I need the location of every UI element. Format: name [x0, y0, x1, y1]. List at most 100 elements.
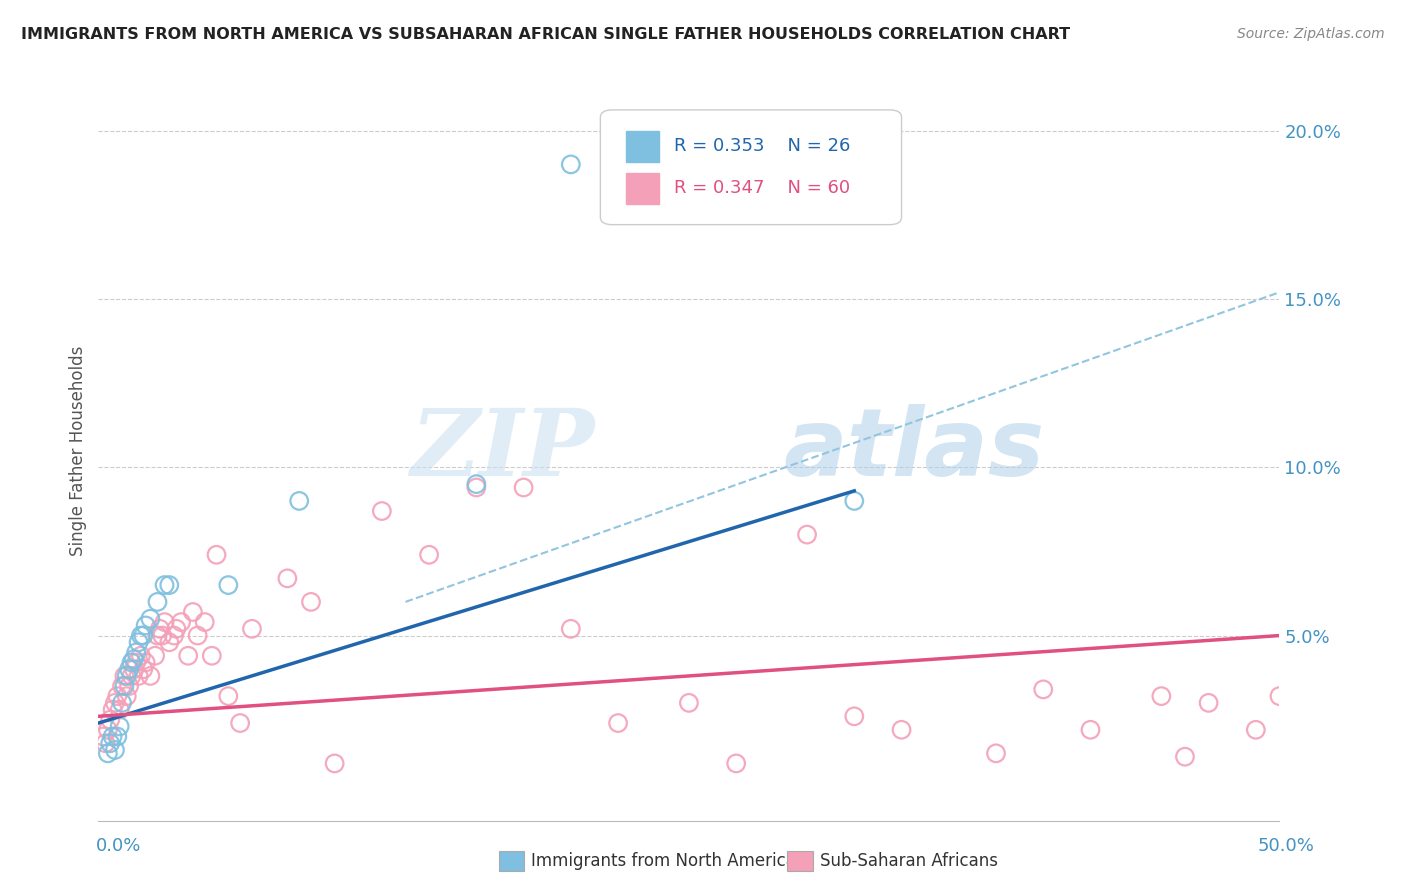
Point	[128, 635, 150, 649]
Point	[129, 628, 152, 642]
Point	[187, 628, 209, 642]
Point	[1268, 689, 1291, 703]
Point	[678, 696, 700, 710]
Point	[153, 615, 176, 629]
Point	[984, 747, 1007, 761]
Point	[150, 628, 173, 642]
Point	[299, 595, 322, 609]
Text: ZIP: ZIP	[411, 406, 595, 495]
Point	[201, 648, 224, 663]
Point	[101, 730, 124, 744]
Point	[796, 527, 818, 541]
Point	[1198, 696, 1220, 710]
Point	[125, 656, 148, 670]
Point	[1032, 682, 1054, 697]
Point	[104, 743, 127, 757]
Text: 0.0%: 0.0%	[96, 837, 141, 855]
Point	[149, 622, 172, 636]
Point	[844, 494, 866, 508]
Point	[111, 696, 134, 710]
Point	[163, 628, 186, 642]
Point	[118, 679, 141, 693]
Point	[139, 669, 162, 683]
Point	[129, 648, 152, 663]
Point	[104, 696, 127, 710]
Point	[165, 622, 187, 636]
Point	[122, 652, 145, 666]
Point	[890, 723, 912, 737]
Point	[105, 689, 128, 703]
Point	[1174, 749, 1197, 764]
Point	[1150, 689, 1173, 703]
Point	[132, 628, 155, 642]
Point	[240, 622, 263, 636]
Text: R = 0.347    N = 60: R = 0.347 N = 60	[673, 179, 849, 197]
Point	[112, 669, 135, 683]
Text: atlas: atlas	[783, 404, 1045, 497]
Point	[115, 669, 138, 683]
FancyBboxPatch shape	[600, 110, 901, 225]
Point	[1244, 723, 1267, 737]
Point	[122, 662, 145, 676]
Point	[139, 612, 162, 626]
Point	[205, 548, 228, 562]
Point	[153, 578, 176, 592]
Point	[98, 736, 121, 750]
Point	[108, 703, 131, 717]
Point	[844, 709, 866, 723]
Point	[121, 669, 143, 683]
Point	[217, 578, 239, 592]
Point	[98, 713, 121, 727]
FancyBboxPatch shape	[626, 130, 659, 161]
Point	[323, 756, 346, 771]
Point	[465, 480, 488, 494]
Point	[229, 716, 252, 731]
Point	[465, 477, 488, 491]
Point	[1080, 723, 1102, 737]
Point	[560, 157, 582, 171]
Point	[118, 662, 141, 676]
Point	[108, 719, 131, 733]
Text: Sub-Saharan Africans: Sub-Saharan Africans	[820, 852, 998, 870]
Text: Source: ZipAtlas.com: Source: ZipAtlas.com	[1237, 27, 1385, 41]
Text: IMMIGRANTS FROM NORTH AMERICA VS SUBSAHARAN AFRICAN SINGLE FATHER HOUSEHOLDS COR: IMMIGRANTS FROM NORTH AMERICA VS SUBSAHA…	[21, 27, 1070, 42]
Point	[143, 648, 166, 663]
Y-axis label: Single Father Households: Single Father Households	[69, 345, 87, 556]
Point	[170, 615, 193, 629]
Point	[177, 648, 200, 663]
Point	[607, 716, 630, 731]
Point	[371, 504, 394, 518]
Point	[146, 595, 169, 609]
Point	[157, 578, 180, 592]
Point	[112, 679, 135, 693]
Point	[512, 480, 534, 494]
Point	[146, 628, 169, 642]
Point	[121, 656, 143, 670]
Point	[94, 736, 117, 750]
Point	[101, 703, 124, 717]
Point	[97, 723, 120, 737]
Point	[135, 656, 157, 670]
Point	[132, 662, 155, 676]
Point	[97, 747, 120, 761]
Point	[418, 548, 440, 562]
Point	[194, 615, 217, 629]
Text: 50.0%: 50.0%	[1258, 837, 1315, 855]
Point	[125, 645, 148, 659]
Point	[128, 669, 150, 683]
Point	[217, 689, 239, 703]
Point	[135, 618, 157, 632]
Point	[276, 571, 298, 585]
FancyBboxPatch shape	[626, 173, 659, 204]
Point	[560, 622, 582, 636]
Text: Immigrants from North America: Immigrants from North America	[531, 852, 796, 870]
Point	[157, 635, 180, 649]
Point	[725, 756, 748, 771]
Point	[288, 494, 311, 508]
Point	[111, 679, 134, 693]
Point	[115, 689, 138, 703]
Point	[181, 605, 204, 619]
Text: R = 0.353    N = 26: R = 0.353 N = 26	[673, 137, 851, 155]
Point	[105, 730, 128, 744]
Point	[91, 730, 114, 744]
